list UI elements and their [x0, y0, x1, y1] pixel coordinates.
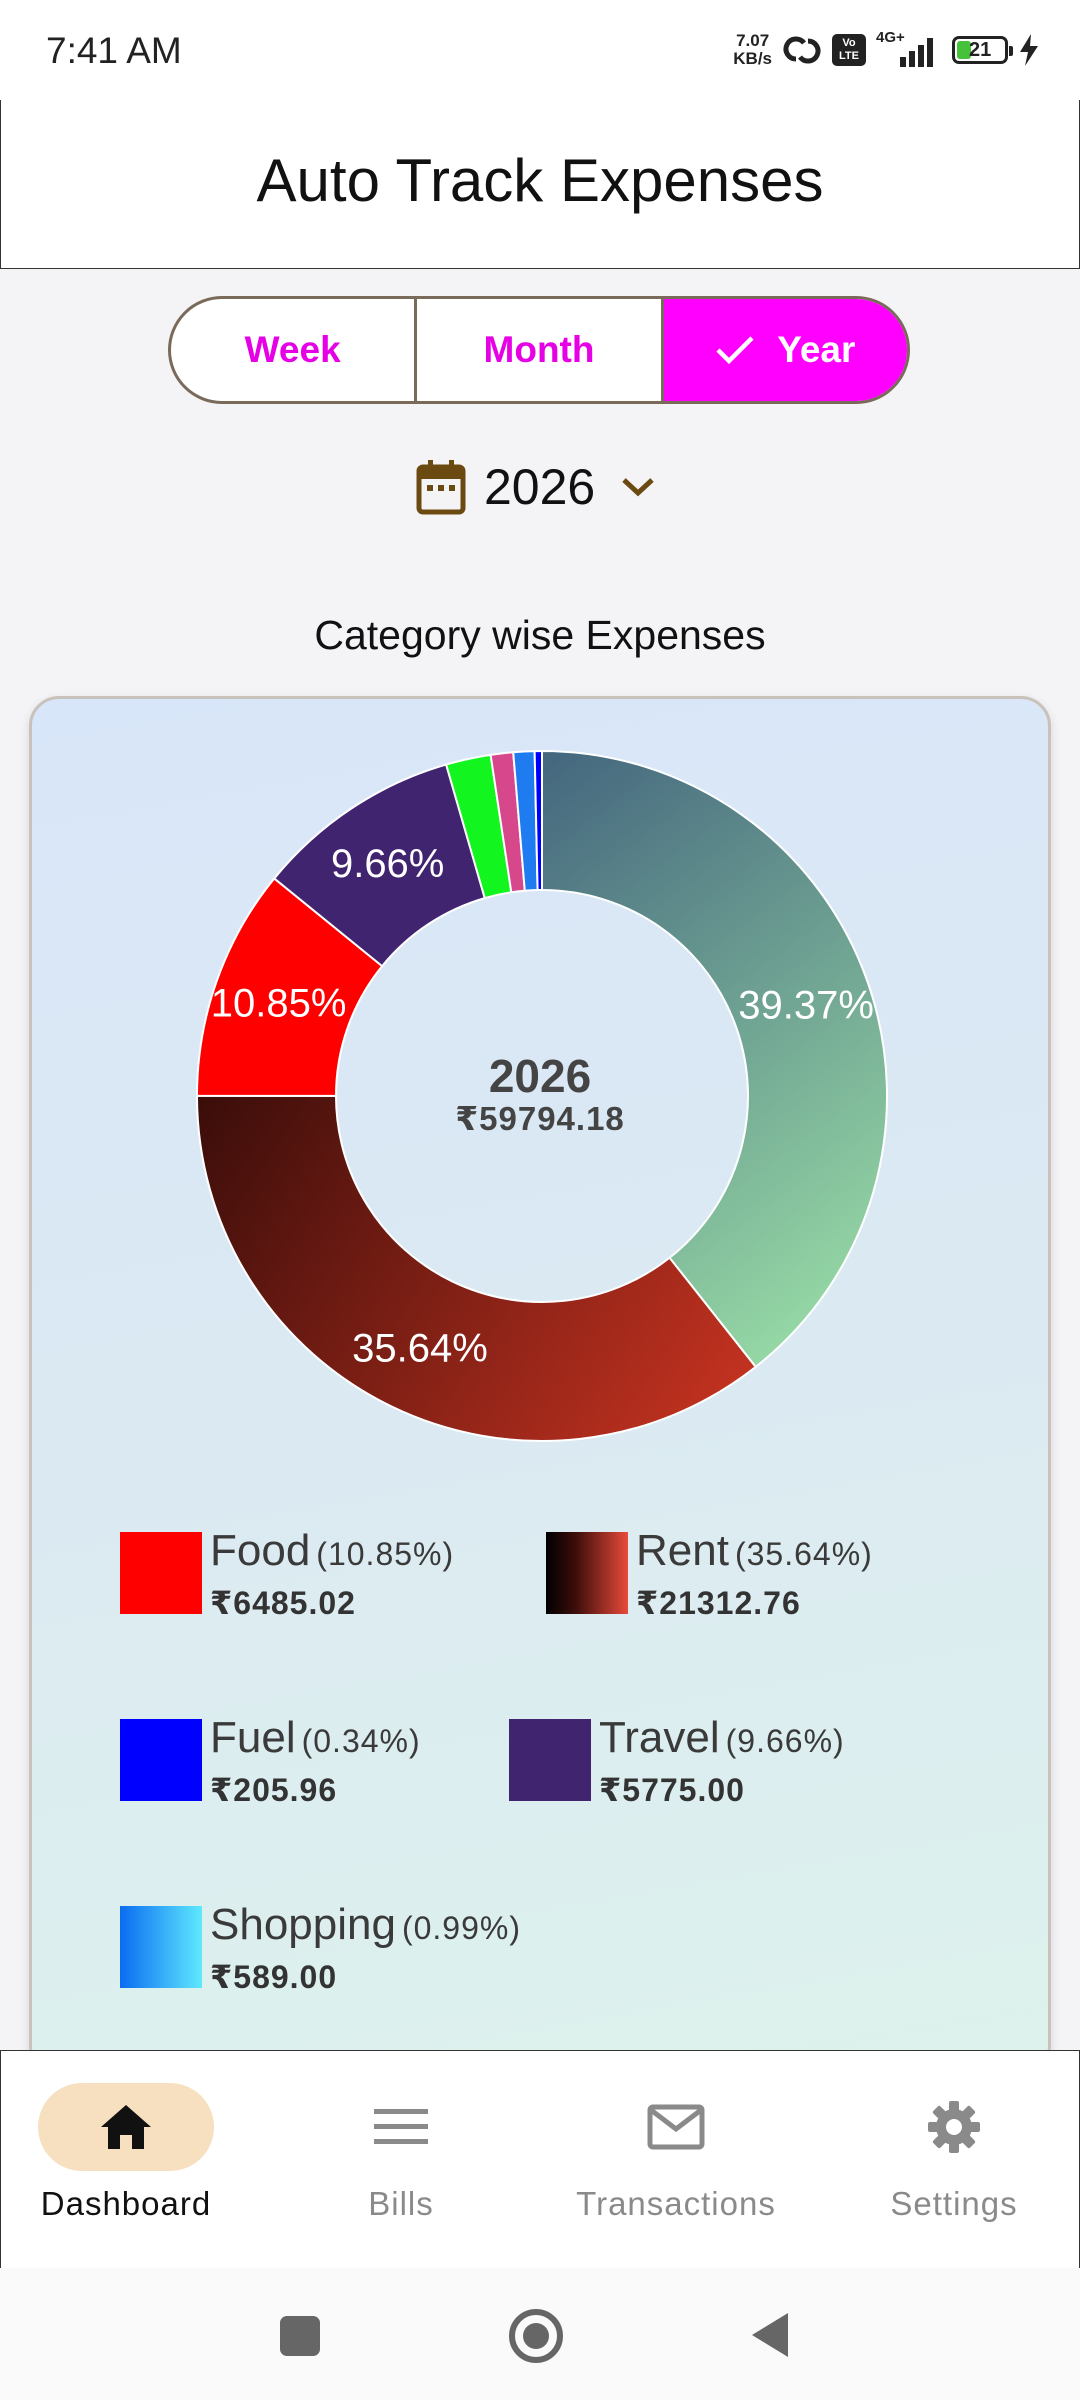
year-button[interactable]: Year [660, 299, 907, 401]
nav-bills[interactable]: Bills [266, 2083, 536, 2223]
legend-name: Shopping [210, 1900, 396, 1949]
donut-label-food: 10.85% [211, 981, 347, 1025]
volte-label: Vo LTE [839, 37, 859, 62]
legend-percent: (35.64%) [734, 1536, 873, 1572]
hotspot-icon [783, 36, 821, 64]
week-label: Week [244, 329, 341, 370]
legend-amount: ₹21312.76 [636, 1585, 801, 1621]
section-title: Category wise Expenses [314, 612, 766, 658]
legend-amount: ₹5775.00 [599, 1772, 745, 1808]
donut-slice-fuel [533, 749, 543, 892]
legend-percent: (0.34%) [301, 1723, 421, 1759]
donut-label-medical: 39.37% [738, 983, 874, 1027]
nav-label: Transactions [576, 2185, 776, 2222]
nav-label: Dashboard [40, 2185, 212, 2222]
period-selector: Week Month Year [168, 296, 910, 404]
chevron-down-icon [622, 478, 654, 497]
legend-percent: (0.99%) [401, 1910, 521, 1946]
donut-chart: 39.37% 35.64% 10.85% 9.66% [195, 749, 888, 1442]
donut-label-rent: 35.64% [352, 1326, 488, 1370]
home-circle-icon[interactable] [506, 2306, 566, 2366]
check-icon [716, 336, 754, 365]
year-label: Year [777, 329, 856, 370]
legend-name: Travel [599, 1713, 720, 1762]
legend-percent: (9.66%) [725, 1723, 845, 1759]
donut-label-travel: 9.66% [331, 842, 444, 886]
page-title: Auto Track Expenses [256, 147, 824, 214]
signal-icon: 4G+ [876, 29, 942, 67]
nav-dashboard[interactable]: Dashboard [0, 2083, 261, 2223]
battery-level: 21 [969, 39, 992, 61]
week-button[interactable]: Week [171, 299, 414, 401]
gear-icon [928, 2101, 980, 2153]
legend-swatch [120, 1532, 202, 1614]
back-icon[interactable] [748, 2310, 792, 2360]
calendar-icon [416, 460, 466, 515]
home-icon [101, 2105, 151, 2149]
nav-settings[interactable]: Settings [819, 2083, 1080, 2223]
month-label: Month [483, 329, 595, 370]
net-speed: 7.07 KB/s [733, 32, 772, 68]
charging-icon [1020, 34, 1038, 66]
legend-swatch [120, 1906, 202, 1988]
legend-percent: (10.85%) [316, 1536, 455, 1572]
category-expenses-card: 39.37% 35.64% 10.85% 9.66% 2026 ₹59794.18 F… [29, 696, 1051, 2076]
chart-center-year: 2026 [488, 1050, 592, 1102]
net-speed-unit: KB/s [733, 49, 772, 68]
legend-swatch [546, 1532, 628, 1614]
selected-year: 2026 [484, 459, 596, 515]
nav-label: Bills [368, 2185, 434, 2222]
volte-icon: Vo LTE [832, 34, 866, 66]
battery-icon: 21 [952, 36, 1013, 64]
status-bar: 7:41 AM 7.07 KB/s Vo LTE 4G+ 21 [0, 0, 1080, 100]
status-time: 7:41 AM [46, 30, 182, 71]
legend-amount: ₹589.00 [210, 1959, 338, 1995]
mail-icon [647, 2104, 705, 2150]
menu-icon [374, 2109, 428, 2144]
donut-slice-medical [541, 749, 888, 1369]
app-bar: Auto Track Expenses [0, 100, 1080, 269]
bottom-navigation: Dashboard Bills Transactions [0, 2050, 1080, 2269]
status-icons: 7.07 KB/s Vo LTE 4G+ 21 [733, 29, 1040, 68]
network-type: 4G+ [876, 29, 905, 46]
donut-slice-rent [195, 1094, 758, 1442]
month-button[interactable]: Month [414, 299, 660, 401]
net-speed-value: 7.07 [736, 31, 770, 50]
year-dropdown[interactable]: 2026 [416, 455, 655, 519]
legend-amount: ₹205.96 [210, 1772, 338, 1808]
chart-center-total: ₹59794.18 [455, 1100, 625, 1137]
nav-transactions[interactable]: Transactions [541, 2083, 811, 2223]
legend-amount: ₹6485.02 [210, 1585, 356, 1621]
legend-swatch [120, 1719, 202, 1801]
nav-label: Settings [890, 2185, 1018, 2222]
system-navigation-bar [0, 2268, 1080, 2400]
legend-name: Fuel [210, 1713, 296, 1762]
legend-swatch [509, 1719, 591, 1801]
legend-name: Food [210, 1526, 311, 1575]
recents-icon[interactable] [278, 2314, 322, 2358]
legend-name: Rent [636, 1526, 729, 1575]
